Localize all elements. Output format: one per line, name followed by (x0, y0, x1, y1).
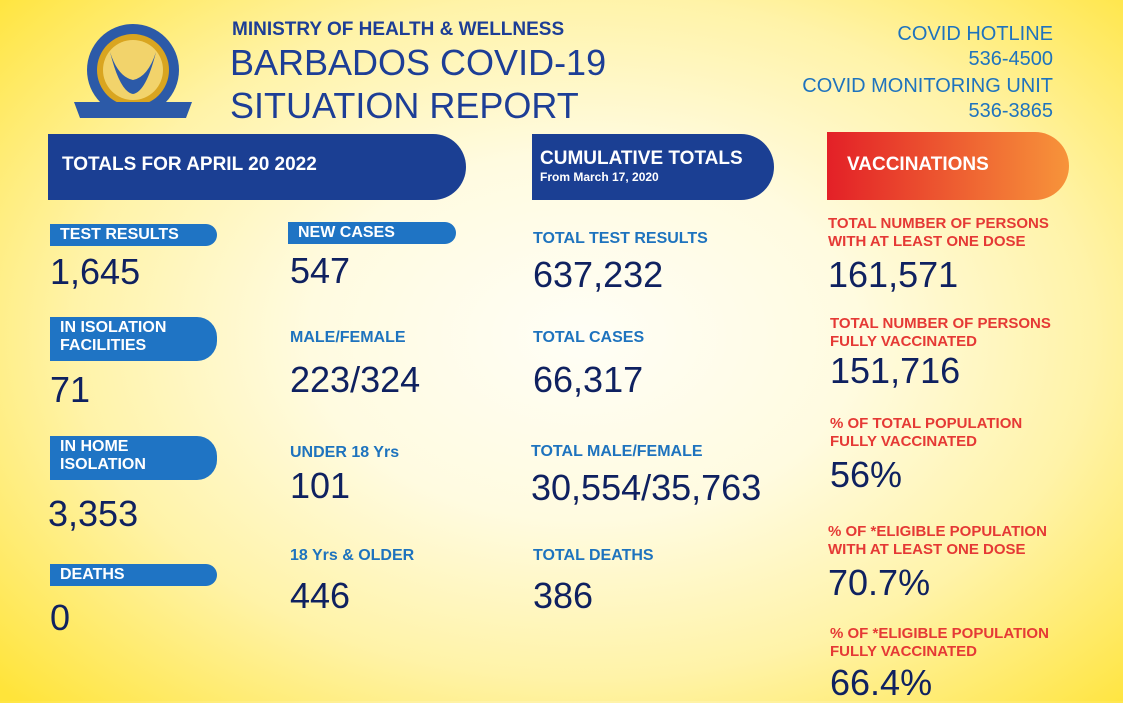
stat-label: % OF *ELIGIBLE POPULATION (830, 625, 1049, 642)
total-cases-value: 66,317 (533, 359, 644, 400)
cumulative-banner: CUMULATIVE TOTALS From March 17, 2020 (532, 134, 774, 200)
total-deaths-value: 386 (533, 575, 594, 616)
under-18-label: UNDER 18 Yrs (290, 444, 400, 461)
ministry-name: MINISTRY OF HEALTH & WELLNESS (232, 19, 565, 40)
deaths-value: 0 (50, 597, 71, 638)
isolation-facilities-value: 71 (50, 369, 91, 410)
daily-totals-banner: TOTALS FOR APRIL 20 2022 (48, 134, 466, 200)
stat-label: FULLY VACCINATED (830, 333, 977, 350)
new-cases-value: 547 (290, 250, 351, 291)
stat-value: 66.4% (830, 662, 933, 703)
vaccination-stat: TOTAL NUMBER OF PERSONS WITH AT LEAST ON… (828, 215, 1049, 295)
stat-value: 151,716 (830, 350, 961, 391)
report-title-line1: BARBADOS COVID-19 (230, 42, 607, 83)
report-title-line2: SITUATION REPORT (230, 85, 579, 126)
home-isolation-label: IN HOME ISOLATION (50, 436, 217, 480)
new-cases-label: NEW CASES (288, 222, 456, 244)
over-18-label: 18 Yrs & OLDER (290, 547, 415, 564)
home-isolation-value: 3,353 (48, 493, 139, 534)
total-male-female-value: 30,554/35,763 (531, 467, 762, 508)
ministry-logo (70, 22, 196, 122)
monitoring-unit-number[interactable]: 536-3865 (968, 100, 1053, 122)
hotline-number[interactable]: 536-4500 (968, 48, 1053, 70)
total-test-results-value: 637,232 (533, 254, 664, 295)
cumulative-subtitle: From March 17, 2020 (540, 170, 659, 184)
vaccination-stat: % OF TOTAL POPULATION FULLY VACCINATED 5… (830, 415, 1022, 495)
monitoring-unit-label: COVID MONITORING UNIT (802, 75, 1053, 97)
stat-value: 56% (830, 454, 903, 495)
stat-label: TOTAL NUMBER OF PERSONS (830, 315, 1051, 332)
vaccinations-title: VACCINATIONS (847, 154, 989, 175)
isolation-facilities-label: IN ISOLATION FACILITIES (50, 317, 217, 361)
stat-label: % OF TOTAL POPULATION (830, 415, 1023, 432)
stat-label: FULLY VACCINATED (830, 643, 977, 660)
vaccination-stat: TOTAL NUMBER OF PERSONS FULLY VACCINATED… (830, 315, 1051, 391)
test-results-label: TEST RESULTS (50, 224, 217, 246)
stat-label: WITH AT LEAST ONE DOSE (828, 233, 1026, 250)
cumulative-title: CUMULATIVE TOTALS (540, 148, 743, 169)
vaccination-stat: % OF *ELIGIBLE POPULATION WITH AT LEAST … (828, 523, 1047, 603)
stat-value: 70.7% (828, 562, 931, 603)
total-male-female-label: TOTAL MALE/FEMALE (531, 443, 703, 460)
hotline-label: COVID HOTLINE (897, 23, 1053, 45)
vaccination-stat: % OF *ELIGIBLE POPULATION FULLY VACCINAT… (830, 625, 1049, 703)
stat-label: % OF *ELIGIBLE POPULATION (828, 523, 1047, 540)
stat-label: TOTAL NUMBER OF PERSONS (828, 215, 1049, 232)
deaths-label: DEATHS (50, 564, 217, 586)
total-test-results-label: TOTAL TEST RESULTS (533, 230, 708, 247)
vaccinations-banner: VACCINATIONS (827, 132, 1069, 200)
male-female-value: 223/324 (290, 359, 421, 400)
stat-label: WITH AT LEAST ONE DOSE (828, 541, 1026, 558)
over-18-value: 446 (290, 575, 351, 616)
male-female-label: MALE/FEMALE (290, 329, 406, 346)
total-deaths-label: TOTAL DEATHS (533, 547, 654, 564)
daily-totals-title: TOTALS FOR APRIL 20 2022 (62, 154, 317, 175)
under-18-value: 101 (290, 465, 351, 506)
total-cases-label: TOTAL CASES (533, 329, 645, 346)
stat-label: FULLY VACCINATED (830, 433, 977, 450)
test-results-value: 1,645 (50, 251, 141, 292)
stat-value: 161,571 (828, 254, 959, 295)
